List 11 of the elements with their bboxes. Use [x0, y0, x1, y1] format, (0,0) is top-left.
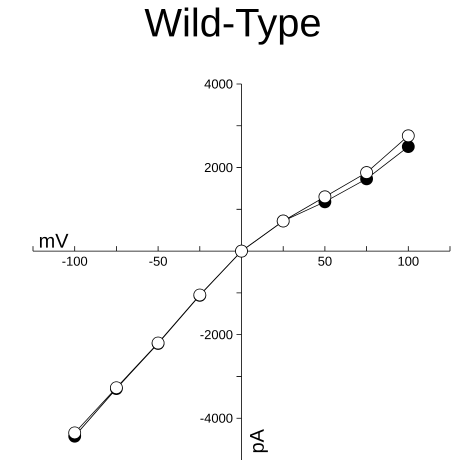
- x-tick-label: -50: [149, 256, 167, 266]
- chart-title: Wild-Type: [144, 8, 320, 45]
- x-tick-label: 100: [398, 256, 419, 266]
- y-axis-title: pA: [250, 429, 268, 452]
- y-tick-label: 4000: [204, 79, 232, 89]
- x-tick-label: 50: [318, 256, 332, 266]
- y-tick-label: -4000: [200, 414, 232, 423]
- x-axis-title: mV: [40, 234, 68, 248]
- x-tick-label: -100: [62, 256, 88, 266]
- y-tick-label: 2000: [204, 162, 232, 172]
- y-tick-label: -2000: [200, 330, 232, 340]
